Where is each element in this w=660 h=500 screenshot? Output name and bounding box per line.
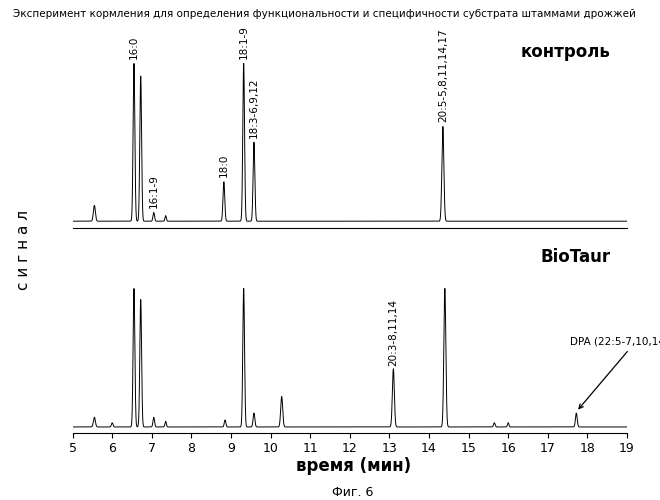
Text: 18:3-6,9,12: 18:3-6,9,12 — [249, 77, 259, 138]
Text: 18:0: 18:0 — [219, 154, 229, 177]
Text: DPA (22:5-7,10,14,17,19): DPA (22:5-7,10,14,17,19) — [570, 336, 660, 408]
Text: 16:1-9: 16:1-9 — [148, 174, 159, 208]
Text: 20:3-8,11,14: 20:3-8,11,14 — [388, 299, 399, 366]
Text: BioTaur: BioTaur — [541, 248, 610, 266]
Text: Фиг. 6: Фиг. 6 — [333, 486, 374, 499]
Text: время (мин): время (мин) — [296, 457, 411, 475]
Text: 18:1-9: 18:1-9 — [239, 25, 249, 58]
Text: Эксперимент кормления для определения функциональности и специфичности субстрата: Эксперимент кормления для определения фу… — [13, 9, 636, 19]
Text: контроль: контроль — [521, 42, 610, 60]
Text: 20:5-5,8,11,14,17: 20:5-5,8,11,14,17 — [438, 28, 448, 122]
Text: с и г н а л: с и г н а л — [16, 210, 30, 290]
Text: 16:0: 16:0 — [129, 36, 139, 59]
